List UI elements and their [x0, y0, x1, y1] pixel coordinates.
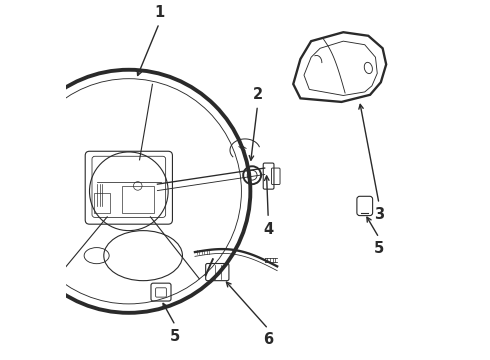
Text: 5: 5	[170, 329, 180, 344]
Text: 2: 2	[252, 87, 263, 102]
Text: 5: 5	[374, 241, 384, 256]
Bar	[122, 186, 154, 213]
Text: 6: 6	[263, 333, 273, 347]
Text: 4: 4	[263, 222, 273, 237]
Bar	[94, 193, 110, 213]
Text: 1: 1	[154, 5, 164, 20]
Text: 3: 3	[374, 207, 384, 222]
